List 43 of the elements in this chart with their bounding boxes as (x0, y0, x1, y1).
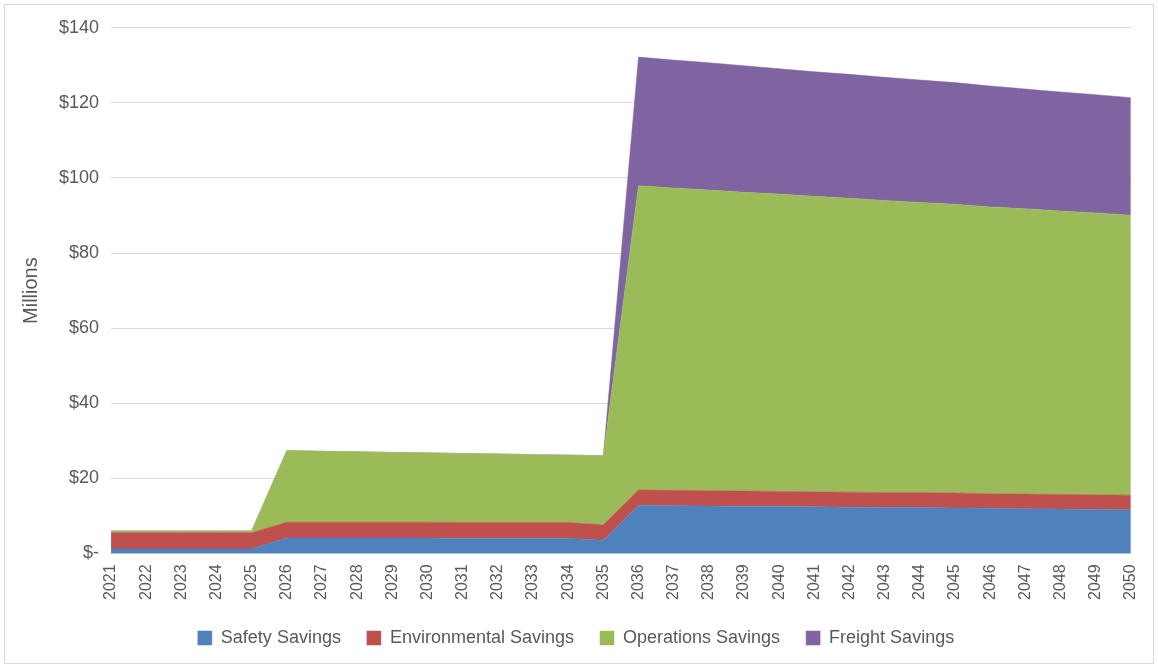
x-tick-label: 2039 (734, 564, 752, 600)
legend-label: Safety Savings (220, 626, 341, 647)
x-tick-label: 2046 (980, 564, 998, 600)
x-tick-label: 2023 (171, 564, 189, 600)
y-tick-label: $40 (69, 392, 100, 413)
y-tick-label: $20 (69, 467, 100, 488)
x-tick-label: 2026 (277, 564, 295, 600)
x-tick-label: 2032 (488, 564, 506, 600)
y-tick-label: $60 (69, 317, 100, 338)
x-tick-label: 2041 (804, 564, 822, 600)
x-tick-label: 2044 (910, 564, 928, 600)
y-tick-label: $140 (59, 16, 100, 37)
legend-label: Environmental Savings (389, 626, 575, 647)
x-tick-label: 2048 (1050, 564, 1068, 600)
y-tick-label: $120 (59, 91, 100, 112)
x-tick-label: 2037 (664, 564, 682, 600)
x-tick-label: 2038 (699, 564, 717, 600)
x-tick-label: 2030 (417, 564, 435, 600)
y-tick-label: $- (83, 542, 100, 563)
x-tick-label: 2049 (1086, 564, 1104, 600)
x-tick-label: 2022 (136, 564, 154, 600)
x-tick-label: 2045 (945, 564, 963, 600)
y-tick-label: $80 (69, 242, 100, 263)
x-tick-label: 2034 (558, 564, 576, 600)
x-tick-label: 2027 (312, 564, 330, 600)
x-tick-label: 2021 (101, 564, 119, 600)
legend-label: Freight Savings (829, 626, 955, 647)
x-tick-label: 2033 (523, 564, 541, 600)
x-tick-label: 2047 (1015, 564, 1033, 600)
x-tick-label: 2042 (839, 564, 857, 600)
y-axis-title: Millions (18, 257, 41, 324)
x-tick-label: 2043 (875, 564, 893, 600)
y-tick-label: $100 (59, 166, 100, 187)
x-tick-label: 2025 (242, 564, 260, 600)
x-tick-label: 2035 (593, 564, 611, 600)
x-tick-label: 2040 (769, 564, 787, 600)
x-tick-label: 2029 (382, 564, 400, 600)
x-tick-label: 2024 (206, 564, 224, 600)
x-tick-label: 2036 (628, 564, 646, 600)
x-tick-label: 2050 (1121, 564, 1139, 600)
x-tick-label: 2031 (453, 564, 471, 600)
x-tick-label: 2028 (347, 564, 365, 600)
legend-label: Operations Savings (623, 626, 781, 647)
